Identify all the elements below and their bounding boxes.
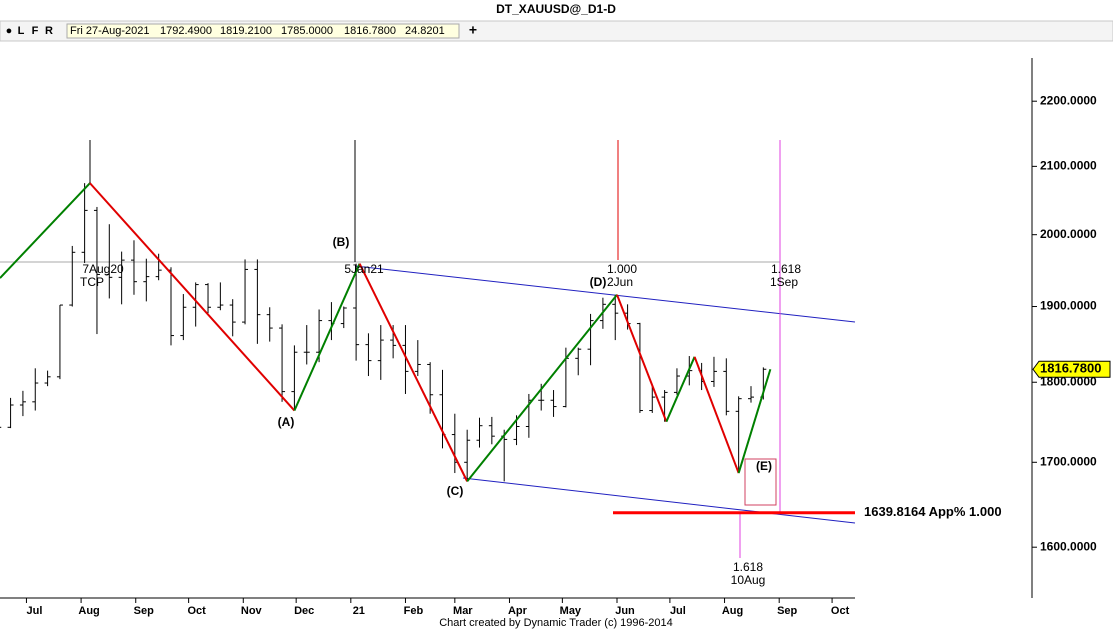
info-value: Fri 27-Aug-2021 (70, 25, 150, 37)
wave-label: (C) (447, 484, 464, 498)
x-tick-label: Jul (26, 605, 42, 617)
x-tick-label: Jun (615, 605, 635, 617)
projection-label: 1639.8164 App% 1.000 (864, 504, 1002, 519)
x-tick-label: Oct (831, 605, 850, 617)
y-tick-label: 2100.0000 (1040, 159, 1097, 173)
x-tick-label: Jul (670, 605, 686, 617)
x-tick-label: Aug (78, 605, 99, 617)
x-tick-label: Apr (508, 605, 528, 617)
x-tick-label: May (560, 605, 582, 617)
toolbar-icon[interactable]: L (18, 25, 25, 37)
wave-line (737, 368, 772, 474)
toolbar-icon[interactable]: ● (6, 25, 13, 37)
annotation: 7Aug20 (82, 262, 124, 276)
info-value: 1816.7800 (344, 25, 396, 37)
wave-label: (A) (278, 415, 295, 429)
last-price-tag (1032, 360, 1111, 378)
info-value: 1819.2100 (220, 25, 272, 37)
annotation: TCP (80, 275, 104, 289)
wave-line (293, 263, 361, 411)
y-tick-label: 2000.0000 (1040, 227, 1097, 241)
x-tick-label: Oct (187, 605, 206, 617)
last-price-label: 1816.7800 (1040, 361, 1101, 376)
wave-line (616, 294, 668, 423)
toolbar-icon[interactable]: F (32, 25, 39, 37)
x-tick-label: Aug (722, 605, 743, 617)
wave-line (693, 356, 740, 474)
channel-line (354, 265, 856, 323)
annotation: 1.618 (733, 560, 763, 574)
toolbar-icon[interactable]: R (45, 25, 53, 37)
annotation: 10Aug (731, 573, 766, 587)
annotation: 1.000 (607, 262, 637, 276)
y-tick-label: 1600.0000 (1040, 539, 1097, 553)
wave-line (358, 263, 469, 482)
x-tick-label: Sep (134, 605, 154, 617)
x-tick-label: Dec (294, 605, 314, 617)
x-tick-label: Nov (241, 605, 263, 617)
annotation: 1.618 (771, 262, 801, 276)
info-bar (66, 23, 460, 39)
x-tick-label: Feb (404, 605, 424, 617)
info-value: 1785.0000 (281, 25, 333, 37)
wave-line (89, 182, 296, 412)
wave-label: (B) (333, 235, 350, 249)
x-tick-label: Sep (777, 605, 797, 617)
x-tick-label: Mar (453, 605, 473, 617)
target-box (744, 458, 777, 506)
x-tick-label: 21 (353, 605, 365, 617)
annotation: 5Jan21 (344, 262, 384, 276)
channel-line (462, 477, 856, 524)
window-title: DT_XAUUSD@_D1-D (496, 2, 616, 16)
y-tick-label: 2200.0000 (1040, 93, 1097, 107)
annotation: 1Sep (770, 275, 798, 289)
wave-line (0, 182, 91, 279)
add-button[interactable]: + (469, 22, 477, 38)
wave-label: (D) (590, 275, 607, 289)
wave-line (466, 294, 618, 482)
plot-background (0, 42, 1113, 632)
info-value: 1792.4900 (160, 25, 212, 37)
y-tick-label: 1900.0000 (1040, 299, 1097, 313)
y-tick-label: 1700.0000 (1040, 454, 1097, 468)
wave-line (665, 356, 696, 423)
footer: Chart created by Dynamic Trader (c) 1996… (439, 617, 673, 629)
y-tick-label: 1800.0000 (1040, 374, 1097, 388)
wave-label: (E) (756, 459, 772, 473)
annotation: 2Jun (607, 275, 633, 289)
info-value: 24.8201 (405, 25, 445, 37)
